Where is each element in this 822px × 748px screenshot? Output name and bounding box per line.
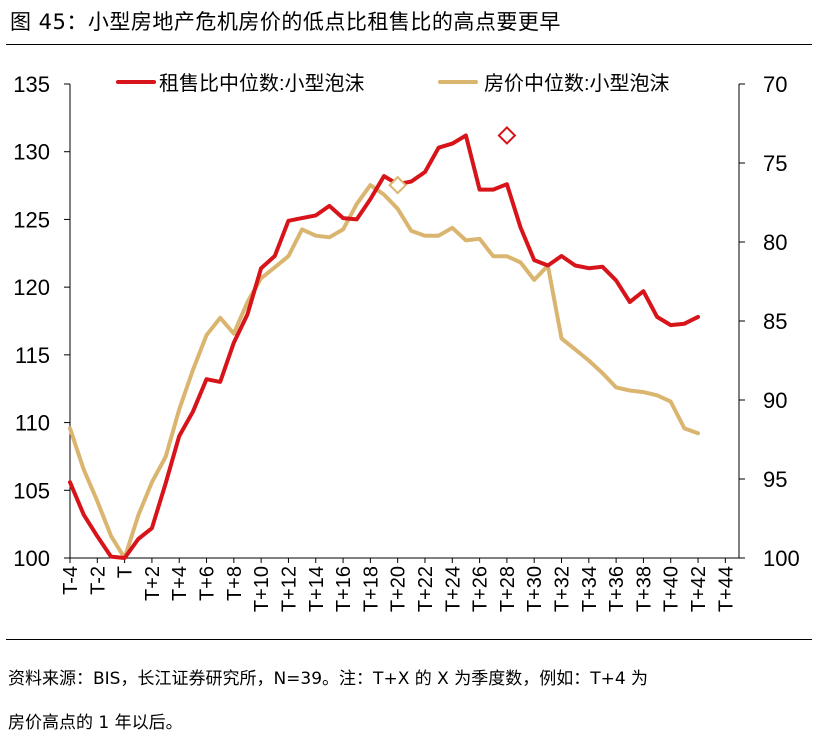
x-tick-label: T <box>115 566 137 578</box>
left-tick-label: 115 <box>15 343 50 368</box>
x-tick-label: T+32 <box>552 566 574 612</box>
right-tick-label: 100 <box>763 546 800 571</box>
series-line-house-price <box>68 183 700 560</box>
figure-title: 图 45：小型房地产危机房价的低点比租售比的高点要更早 <box>10 10 561 34</box>
title-divider <box>6 44 812 45</box>
x-tick-label: T+30 <box>524 566 546 612</box>
left-tick-label: 135 <box>13 72 50 97</box>
x-tick-label: T+6 <box>197 566 219 601</box>
rent-ratio-peak-marker <box>497 126 517 145</box>
right-tick-label: 80 <box>763 230 787 255</box>
left-tick-label: 110 <box>15 411 50 436</box>
x-tick-label: T-4 <box>60 566 82 595</box>
x-tick-label: T+10 <box>251 566 273 612</box>
x-tick-label: T+38 <box>633 566 655 612</box>
legend-item-house-price-label: 房价中位数:小型泡沫 <box>484 72 670 95</box>
legend-item-rent-ratio-label: 租售比中位数:小型泡沫 <box>159 72 365 95</box>
x-tick-label: T+22 <box>415 566 437 612</box>
x-tick-label: T+26 <box>470 566 492 612</box>
left-tick-label: 125 <box>13 207 50 232</box>
series-line-rent-ratio <box>68 133 700 560</box>
right-tick-label: 75 <box>763 151 787 176</box>
left-tick-label: 100 <box>13 546 50 571</box>
x-tick-label: T+14 <box>306 566 328 612</box>
x-tick-label: T+4 <box>169 566 191 601</box>
x-tick-label: T+2 <box>142 566 164 601</box>
x-tick-label: T+28 <box>497 566 519 612</box>
source-note: 资料来源：BIS，长江证券研究所，N=39。注：T+X 的 X 为季度数，例如：… <box>8 669 649 689</box>
x-tick-label: T+8 <box>224 566 246 601</box>
x-tick-label: T+40 <box>661 566 683 612</box>
right-tick-label: 95 <box>763 467 787 492</box>
x-tick-label: T+42 <box>688 566 710 612</box>
chart-markers <box>388 126 517 195</box>
right-tick-label: 85 <box>763 309 787 334</box>
left-tick-label: 120 <box>13 275 50 300</box>
source-divider <box>6 639 812 640</box>
x-tick-label: T+20 <box>388 566 410 612</box>
right-tick-label: 70 <box>763 72 787 97</box>
x-tick-label: T+18 <box>360 566 382 612</box>
x-tick-label: T+36 <box>606 566 628 612</box>
x-tick-label: T+44 <box>715 566 737 612</box>
source-note-continued: 房价高点的 1 年以后。 <box>8 713 183 733</box>
x-tick-label: T+34 <box>579 566 601 612</box>
house-price-trough-marker <box>388 175 408 195</box>
chart-legend: 租售比中位数:小型泡沫 房价中位数:小型泡沫 <box>116 72 670 95</box>
left-tick-label: 130 <box>13 140 50 165</box>
chart-series <box>68 133 700 560</box>
chart-axes: 100 105 110 115 120 125 130 135 70 75 80 85 90 95 100 T… <box>13 72 799 612</box>
x-tick-label: T+16 <box>333 566 355 612</box>
line-chart: 100 105 110 115 120 125 130 135 70 75 80 85 90 95 100 T… <box>13 72 799 612</box>
x-tick-label: T+12 <box>278 566 300 612</box>
left-tick-label: 105 <box>13 478 50 503</box>
right-tick-label: 90 <box>763 388 787 413</box>
x-tick-label: T+24 <box>442 566 464 612</box>
x-tick-label: T-2 <box>87 566 109 595</box>
